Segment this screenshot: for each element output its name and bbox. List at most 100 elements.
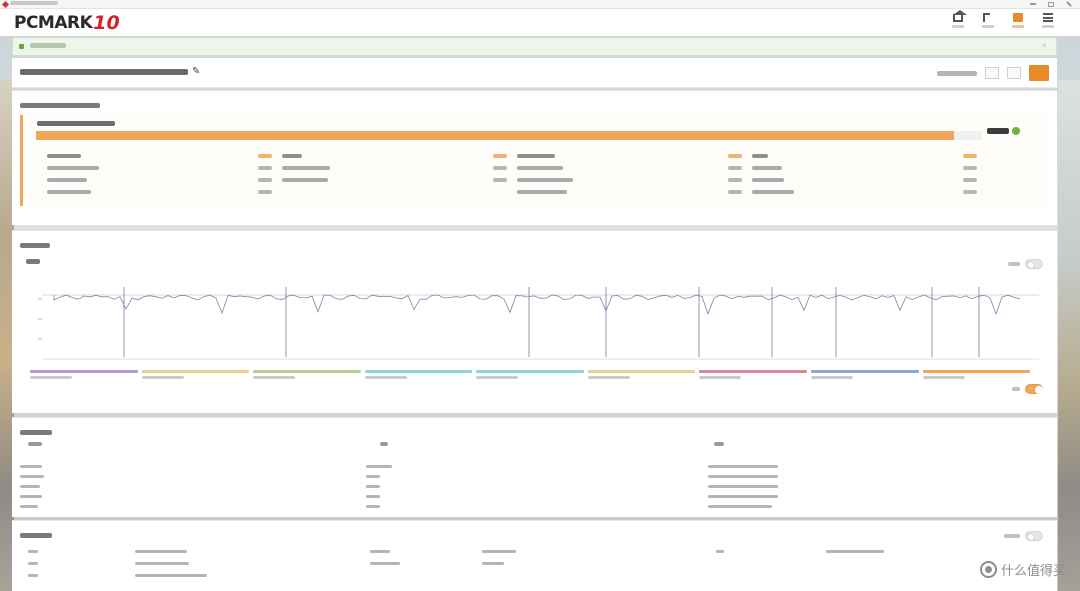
benchmark-score xyxy=(987,128,1009,134)
maximize-icon[interactable] xyxy=(1048,2,1054,7)
subscore-label xyxy=(517,190,567,194)
subscore-label xyxy=(47,178,87,182)
group-score xyxy=(258,154,272,158)
subscore-group xyxy=(517,151,742,199)
result-title xyxy=(20,69,188,75)
legend-item xyxy=(364,370,473,384)
group-name xyxy=(517,154,555,158)
table-cell xyxy=(708,475,778,478)
back-button[interactable] xyxy=(980,13,996,31)
table-cell xyxy=(482,562,504,565)
legend-label xyxy=(364,376,407,379)
group-score xyxy=(493,154,507,158)
subscore-label xyxy=(282,178,328,182)
table-cell xyxy=(20,485,40,488)
cpu-trace-line xyxy=(53,294,1021,316)
legend-item xyxy=(699,370,807,384)
notice-text xyxy=(30,43,66,48)
home-button[interactable] xyxy=(950,10,967,31)
table-cell xyxy=(20,465,42,468)
table-cell xyxy=(826,550,884,553)
table-cell xyxy=(708,495,778,498)
desktop-backdrop-left xyxy=(0,80,14,591)
load-button[interactable] xyxy=(985,67,999,79)
toggle-switch[interactable] xyxy=(1025,531,1043,541)
results-button[interactable] xyxy=(1010,13,1026,31)
close-icon[interactable]: × xyxy=(1042,41,1047,50)
table-cell xyxy=(135,574,207,577)
toggle-switch[interactable] xyxy=(1025,384,1043,394)
toggle-label xyxy=(1008,262,1020,266)
markers-toggle[interactable] xyxy=(1012,384,1043,394)
subscore-label xyxy=(517,166,563,170)
legend-label xyxy=(922,376,965,379)
table-row xyxy=(20,547,1040,557)
subscore-value xyxy=(963,178,977,182)
details-toggle[interactable] xyxy=(1008,259,1043,269)
table-cell xyxy=(20,505,38,508)
subscore-value xyxy=(728,190,742,194)
legend-item xyxy=(922,370,1031,384)
subscore-value xyxy=(728,178,742,182)
options-button[interactable] xyxy=(1040,13,1056,31)
benchmark-name xyxy=(37,121,115,126)
score-bar xyxy=(36,131,982,140)
close-icon[interactable] xyxy=(1066,1,1072,7)
app-header: PCMARK 10 xyxy=(0,9,1080,36)
details-card xyxy=(12,520,1057,591)
toggle-label xyxy=(1004,534,1020,538)
card-title xyxy=(20,533,52,538)
edit-icon[interactable]: ✎ xyxy=(192,66,201,77)
subscore-value xyxy=(493,178,507,182)
compare-online-link[interactable] xyxy=(937,70,977,76)
table-row xyxy=(20,571,1040,581)
legend-label xyxy=(30,376,72,379)
table-cell xyxy=(370,550,390,553)
group-name xyxy=(282,154,302,158)
subscore-label xyxy=(752,166,782,170)
table-cell xyxy=(20,495,42,498)
window-title xyxy=(10,1,58,5)
table-cell xyxy=(366,465,392,468)
brand-logo: PCMARK 10 xyxy=(14,14,120,33)
table-cell xyxy=(28,562,38,565)
subscore-label xyxy=(517,178,573,182)
subscore-group xyxy=(47,151,272,199)
site-watermark: 什么值得买 xyxy=(979,560,1066,579)
table-cell xyxy=(366,505,380,508)
column-header xyxy=(28,442,42,446)
legend-label xyxy=(699,376,742,379)
subscore-group xyxy=(282,151,507,187)
card-title xyxy=(20,243,50,248)
details-toggle[interactable] xyxy=(1004,531,1043,541)
subscore-grid xyxy=(47,151,987,201)
score-bar-fill xyxy=(36,131,954,140)
valid-result-notice: × xyxy=(12,37,1057,56)
legend-swatch xyxy=(922,370,1031,373)
subscore-label xyxy=(752,190,794,194)
legend-item xyxy=(476,370,584,384)
table-cell xyxy=(708,465,778,468)
table-cell xyxy=(370,562,400,565)
chart-legend xyxy=(30,370,1031,384)
legend-swatch xyxy=(810,370,919,373)
legend-item xyxy=(253,370,361,384)
subscore-value xyxy=(493,166,507,170)
table-row xyxy=(20,482,1040,492)
toggle-switch[interactable] xyxy=(1025,259,1043,269)
benchmark-result xyxy=(20,115,1047,206)
monitoring-card xyxy=(12,230,1057,413)
export-button[interactable] xyxy=(1029,65,1049,81)
header-nav xyxy=(950,10,1056,31)
minimize-icon[interactable] xyxy=(1030,3,1036,5)
watermark-logo-icon xyxy=(979,561,997,578)
legend-swatch xyxy=(364,370,473,373)
save-button[interactable] xyxy=(1007,67,1021,79)
home-icon xyxy=(953,10,967,22)
table-cell xyxy=(708,505,772,508)
legend-swatch xyxy=(476,370,584,373)
subscore-value xyxy=(963,190,977,194)
card-title xyxy=(20,103,100,108)
table-cell xyxy=(28,550,38,553)
